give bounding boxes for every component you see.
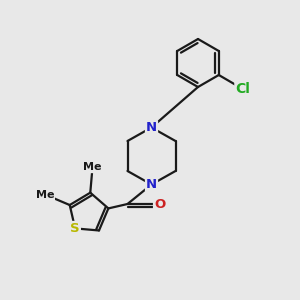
Text: Cl: Cl (235, 82, 250, 96)
Text: S: S (70, 222, 80, 235)
Text: N: N (146, 178, 157, 191)
Text: Me: Me (36, 190, 54, 200)
Text: Me: Me (83, 162, 102, 172)
Text: N: N (146, 121, 157, 134)
Text: O: O (154, 197, 165, 211)
